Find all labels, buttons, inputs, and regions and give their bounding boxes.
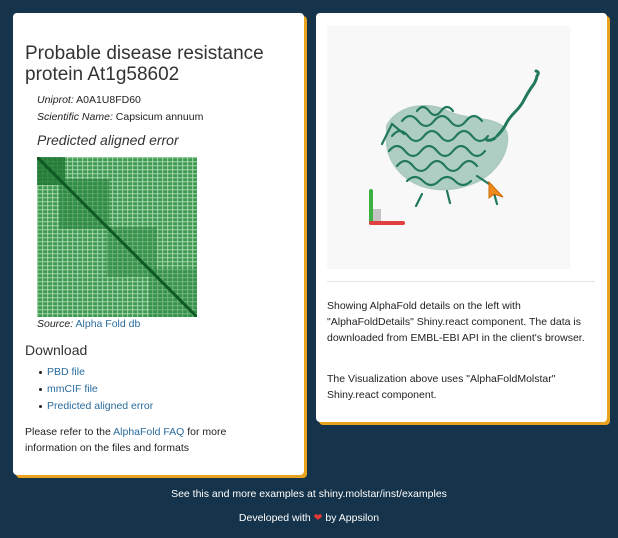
download-item-mmcif: mmCIF file: [38, 383, 153, 400]
protein-structure: [380, 69, 540, 208]
description-paragraph-1: Showing AlphaFold details on the left wi…: [327, 300, 585, 344]
protein-title: Probable disease resistance protein At1g…: [25, 43, 264, 85]
download-item-pae: Predicted aligned error: [38, 400, 154, 417]
download-item-pdb: PBD file: [38, 366, 153, 383]
alphafold-faq-link[interactable]: AlphaFold FAQ: [113, 426, 185, 438]
heart-icon: ❤: [313, 512, 323, 524]
download-heading: Download: [25, 342, 88, 358]
description-paragraph-2: The Visualization above uses "AlphaFoldM…: [327, 373, 556, 401]
footer-developed-by: by Appsilon: [325, 512, 380, 524]
uniprot-value: A0A1U8FD60: [76, 94, 141, 106]
pae-heatmap-image: [37, 157, 197, 317]
download-list: PBD file mmCIF file Predicted aligned er…: [38, 366, 154, 417]
molstar-3d-viewer[interactable]: [327, 26, 570, 269]
faq-note: Please refer to the AlphaFold FAQ for mo…: [25, 424, 280, 456]
faq-prefix: Please refer to the: [25, 426, 114, 438]
mmcif-file-link[interactable]: mmCIF file: [47, 383, 98, 395]
uniprot-row: Uniprot: A0A1U8FD60: [37, 94, 141, 106]
source-label: Source:: [37, 318, 74, 330]
source-row: Source: Alpha Fold db: [37, 318, 140, 330]
pointer-cursor-icon: [488, 180, 504, 200]
species-row: Scientific Name: Capsicum annuum: [37, 111, 203, 123]
pae-heading: Predicted aligned error: [37, 132, 179, 148]
pdb-file-link[interactable]: PBD file: [47, 366, 85, 378]
divider: [327, 281, 595, 282]
orientation-axes: [369, 189, 405, 225]
species-label: Scientific Name:: [37, 111, 113, 123]
footer-examples-text: See this and more examples at shiny.mols…: [171, 488, 447, 500]
species-value: Capsicum annuum: [115, 111, 204, 123]
alphafold-details-card: Probable disease resistance protein At1g…: [13, 13, 304, 475]
faq-suffix: for more information on the files and fo…: [25, 426, 227, 454]
molstar-viewer-card: Showing AlphaFold details on the left wi…: [316, 13, 607, 422]
footer-developed-prefix: Developed with: [238, 512, 311, 524]
footer-developed: Developed with ❤ by Appsilon: [0, 512, 618, 524]
pae-file-link[interactable]: Predicted aligned error: [47, 400, 154, 412]
alphafold-db-link[interactable]: Alpha Fold db: [75, 318, 141, 330]
uniprot-label: Uniprot:: [37, 94, 74, 106]
